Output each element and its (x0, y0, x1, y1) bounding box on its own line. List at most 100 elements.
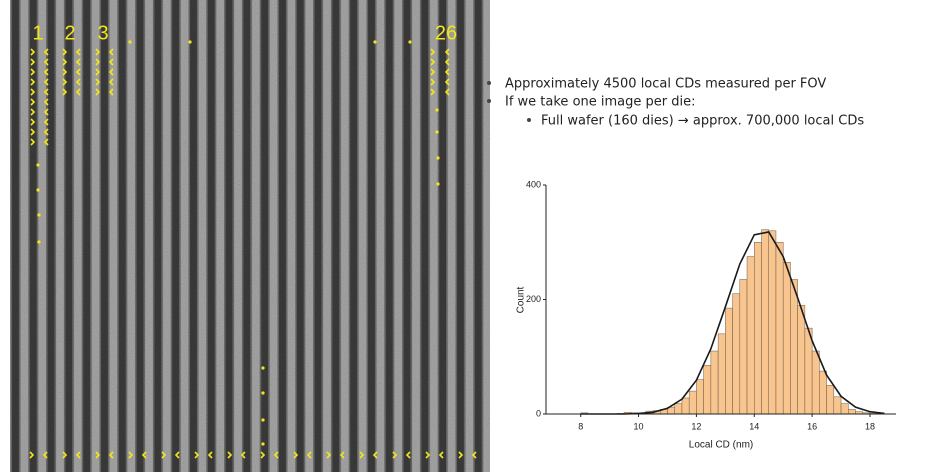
marker (75, 78, 81, 86)
x-tick-label: 14 (749, 421, 759, 431)
marker-dot (436, 156, 440, 160)
line-number: 1 (32, 22, 43, 44)
marker (227, 451, 233, 459)
line-number: 3 (97, 22, 108, 44)
marker (42, 451, 48, 459)
histogram-bar (696, 379, 704, 415)
histogram-bar (725, 307, 733, 415)
sem-image (10, 0, 490, 472)
marker (174, 451, 180, 459)
histogram-bar (797, 304, 806, 415)
histogram-chart: Count Local CD (nm) 0 200 400 8 10 12 14 16 18 (516, 179, 896, 451)
marker (471, 451, 477, 459)
marker (62, 58, 68, 66)
marker (240, 451, 246, 459)
marker (444, 78, 450, 86)
marker (458, 451, 464, 459)
marker (62, 78, 68, 86)
marker-dot (435, 130, 439, 134)
histogram-bar (746, 256, 755, 415)
marker-dot (261, 391, 265, 395)
marker-dot (436, 182, 440, 186)
bullet-text: If we take one image per die: (505, 95, 695, 110)
marker (43, 138, 49, 146)
marker (43, 78, 49, 86)
marker (30, 58, 36, 66)
x-tick-label: 18 (865, 421, 875, 431)
marker (30, 98, 36, 106)
marker (430, 48, 436, 56)
marker (75, 48, 81, 56)
marker (141, 451, 147, 459)
marker (372, 451, 378, 459)
histogram-bar (739, 279, 748, 415)
marker (30, 138, 36, 146)
histogram-bar (681, 397, 690, 415)
histogram-bar (804, 327, 813, 415)
marker (43, 48, 49, 56)
marker (62, 68, 68, 76)
marker (128, 451, 134, 459)
marker (75, 451, 81, 459)
marker-dot (261, 418, 265, 422)
x-tick-label: 12 (691, 421, 701, 431)
marker (339, 451, 345, 459)
marker (43, 98, 49, 106)
marker (444, 58, 450, 66)
histogram-bar (782, 262, 791, 415)
marker (306, 451, 312, 459)
x-tick-label: 10 (634, 421, 644, 431)
bullet-dot (487, 81, 491, 85)
marker (30, 118, 36, 126)
marker (326, 451, 332, 459)
marker (30, 108, 36, 116)
marker (194, 451, 200, 459)
marker (405, 451, 411, 459)
marker (430, 78, 436, 86)
marker (95, 451, 101, 459)
marker (95, 88, 101, 96)
line-number: 2 (64, 22, 75, 44)
marker (207, 451, 213, 459)
histogram-bar (819, 370, 827, 415)
bullet-dot (487, 99, 491, 103)
marker (95, 68, 101, 76)
marker (75, 88, 81, 96)
marker-dot (435, 108, 439, 112)
histogram-bar (768, 230, 777, 415)
marker-dot (36, 188, 40, 192)
marker (444, 48, 450, 56)
marker (30, 88, 36, 96)
bullet-text: Full wafer (160 dies) → approx. 700,000 … (541, 114, 864, 129)
histogram-bar (848, 409, 856, 415)
marker (273, 451, 279, 459)
sem-lines (10, 0, 490, 472)
marker (108, 78, 114, 86)
marker (108, 451, 114, 459)
marker (444, 68, 450, 76)
marker (30, 78, 36, 86)
marker (430, 68, 436, 76)
histogram-bar (703, 365, 712, 415)
histogram-bar (775, 242, 784, 415)
marker (392, 451, 398, 459)
marker (425, 451, 431, 459)
marker (62, 451, 68, 459)
marker (29, 451, 35, 459)
marker (108, 58, 114, 66)
marker (43, 68, 49, 76)
marker-dot (188, 40, 192, 44)
x-tick-label: 16 (807, 421, 817, 431)
marker (75, 58, 81, 66)
marker (43, 108, 49, 116)
y-axis-title: Count (516, 286, 527, 313)
marker (108, 88, 114, 96)
marker (62, 48, 68, 56)
marker (108, 68, 114, 76)
bullet-text: Approximately 4500 local CDs measured pe… (505, 77, 826, 92)
marker (444, 88, 450, 96)
marker (430, 88, 436, 96)
marker (43, 128, 49, 136)
